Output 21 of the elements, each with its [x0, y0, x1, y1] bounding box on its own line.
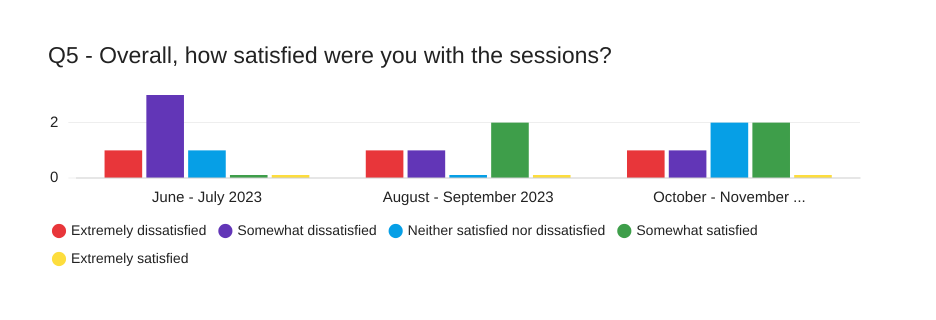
x-tick-label: June - July 2023 [152, 189, 262, 206]
bar [146, 95, 184, 178]
y-tick-label: 2 [50, 114, 58, 131]
x-tick-label: August - September 2023 [382, 189, 554, 206]
chart-title: Q5 - Overall, how satisfied were you with the sessions? [48, 42, 612, 69]
y-tick-label: 0 [50, 169, 58, 186]
bar [710, 122, 748, 178]
bar [491, 122, 529, 178]
legend-label: Neither satisfied nor dissatisfied [408, 222, 606, 238]
bar [188, 150, 226, 178]
bar [366, 150, 404, 178]
bar [752, 122, 790, 178]
legend-label: Somewhat satisfied [636, 222, 758, 238]
bar [104, 150, 142, 178]
bar [408, 150, 446, 178]
bar [626, 150, 665, 178]
legend-label: Extremely satisfied [71, 250, 188, 266]
bar [668, 150, 706, 178]
x-tick-label: October - November ... [653, 189, 806, 206]
legend-label: Somewhat dissatisfied [237, 222, 377, 238]
legend-label: Extremely dissatisfied [71, 222, 206, 238]
